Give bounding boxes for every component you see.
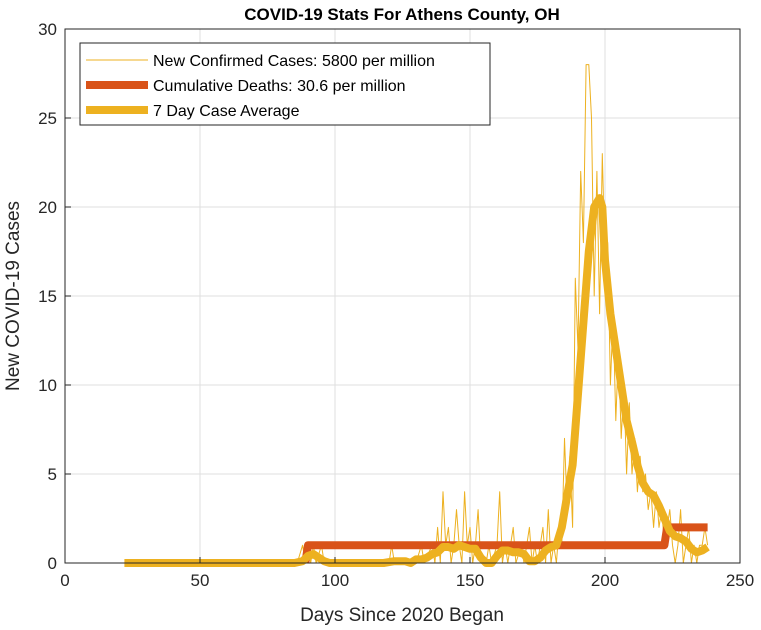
y-tick-label: 20 (38, 198, 57, 217)
series-new-cases-line (124, 64, 709, 564)
x-tick-label: 100 (321, 571, 349, 590)
axis-ticks: 0 50 100 150 200 250 0 5 10 15 20 25 30 (38, 20, 754, 590)
x-tick-label: 50 (191, 571, 210, 590)
y-tick-label: 15 (38, 287, 57, 306)
legend: New Confirmed Cases: 5800 per million Cu… (79, 42, 491, 126)
y-tick-label: 5 (48, 465, 57, 484)
x-axis-label: Days Since 2020 Began (300, 605, 504, 626)
y-tick-label: 0 (48, 554, 57, 573)
x-tick-label: 0 (60, 571, 69, 590)
series-7day-average-line (124, 194, 710, 567)
x-tick-label: 150 (456, 571, 484, 590)
legend-label-7day-average: 7 Day Case Average (153, 103, 300, 120)
x-tick-label: 250 (726, 571, 754, 590)
y-axis-label: New COVID-19 Cases (3, 201, 24, 391)
chart-title: COVID-19 Stats For Athens County, OH (244, 5, 559, 24)
y-tick-label: 25 (38, 109, 57, 128)
x-tick-label: 200 (591, 571, 619, 590)
y-tick-label: 30 (38, 20, 57, 39)
series-cumulative-deaths-line (301, 523, 708, 564)
plot-area (124, 64, 710, 567)
legend-label-new-cases: New Confirmed Cases: 5800 per million (153, 53, 435, 70)
y-tick-label: 10 (38, 376, 57, 395)
legend-box (79, 42, 491, 126)
legend-label-deaths: Cumulative Deaths: 30.6 per million (153, 78, 406, 95)
